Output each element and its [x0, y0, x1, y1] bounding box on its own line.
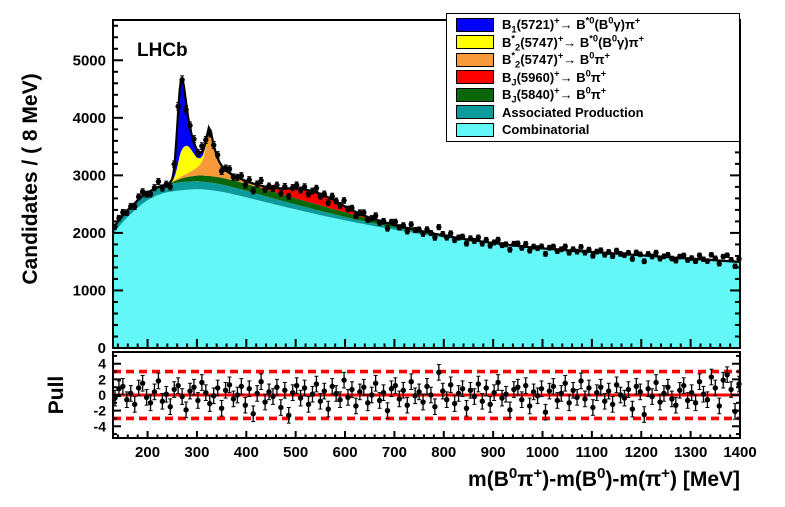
legend-item-b1_bstar0pi: B1(5721)+→ B*0(B0γ)π+ [447, 15, 739, 35]
svg-text:1000: 1000 [526, 444, 559, 461]
pull-points [112, 364, 742, 424]
legend-swatch-b1_bstar0pi [456, 17, 494, 32]
legend-swatch-bj5840 [456, 87, 494, 102]
main-plot-frame [112, 19, 741, 349]
x-axis-title: m(B0π+)-m(B0)-m(π+) [MeV] [468, 465, 740, 491]
svg-text:0: 0 [98, 387, 106, 403]
legend-swatch-bj5960 [456, 70, 494, 85]
svg-text:1200: 1200 [625, 444, 658, 461]
legend-swatch-b2star_b0pi [456, 52, 494, 67]
stacked-areas [113, 79, 740, 348]
svg-text:600: 600 [333, 444, 358, 461]
pull-y-axis-title: Pull [45, 375, 68, 415]
legend-label-bj5840: BJ(5840)+→ B0π+ [502, 85, 607, 105]
legend-label-bj5960: BJ(5960)+→ B0π+ [502, 68, 607, 88]
svg-text:2000: 2000 [73, 225, 106, 242]
legend-item-bj5960: BJ(5960)+→ B0π+ [447, 69, 739, 87]
component-area-combinatorial [113, 189, 740, 348]
svg-text:4: 4 [98, 356, 106, 372]
experiment-label: LHCb [137, 40, 188, 61]
component-area-associated [113, 181, 740, 262]
axis-tick-labels: 0 1000 2000 3000 4000 5000 200 300 400 500 600 700 8… [73, 52, 757, 461]
legend-item-bj5840: BJ(5840)+→ B0π+ [447, 85, 739, 105]
svg-text:3000: 3000 [73, 167, 106, 184]
legend-item-associated: Associated Production [447, 104, 739, 122]
legend-label-associated: Associated Production [502, 104, 644, 120]
legend-item-b2star_b0pi: B*2(5747)+→ B0π+ [447, 50, 739, 70]
component-area-bj5840 [113, 175, 740, 262]
legend-item-b2star_bstar0pi: B*2(5747)+→ B*0(B0γ)π+ [447, 34, 739, 52]
svg-text:1400: 1400 [723, 444, 756, 461]
svg-text:500: 500 [283, 444, 308, 461]
legend-label-combinatorial: Combinatorial [502, 122, 590, 138]
svg-text:-2: -2 [94, 403, 107, 419]
legend-swatch-b2star_bstar0pi [456, 35, 494, 50]
svg-text:1300: 1300 [674, 444, 707, 461]
svg-text:1100: 1100 [576, 444, 609, 461]
legend-item-combinatorial: Combinatorial [447, 121, 739, 139]
svg-text:800: 800 [431, 444, 456, 461]
legend-swatch-associated [456, 105, 494, 120]
svg-text:400: 400 [234, 444, 259, 461]
svg-text:300: 300 [184, 444, 209, 461]
svg-text:900: 900 [481, 444, 506, 461]
legend-label-b1_bstar0pi: B1(5721)+→ B*0(B0γ)π+ [502, 15, 641, 35]
main-y-axis-title: Candidates / ( 8 MeV) [19, 73, 42, 285]
svg-text:700: 700 [382, 444, 407, 461]
legend-label-b2star_bstar0pi: B*2(5747)+→ B*0(B0γ)π+ [502, 33, 645, 53]
svg-text:2: 2 [98, 371, 106, 387]
svg-text:-4: -4 [94, 418, 107, 434]
svg-text:0: 0 [98, 340, 106, 357]
data-points [112, 75, 742, 269]
legend-label-b2star_b0pi: B*2(5747)+→ B0π+ [502, 50, 610, 70]
legend: B1(5721)+→ B*0(B0γ)π+ B*2(5747)+→ B*0(B0γ… [446, 13, 740, 142]
svg-text:4000: 4000 [73, 110, 106, 127]
svg-text:200: 200 [135, 444, 160, 461]
svg-text:5000: 5000 [73, 52, 106, 69]
legend-swatch-combinatorial [456, 122, 494, 137]
svg-text:1000: 1000 [73, 282, 106, 299]
